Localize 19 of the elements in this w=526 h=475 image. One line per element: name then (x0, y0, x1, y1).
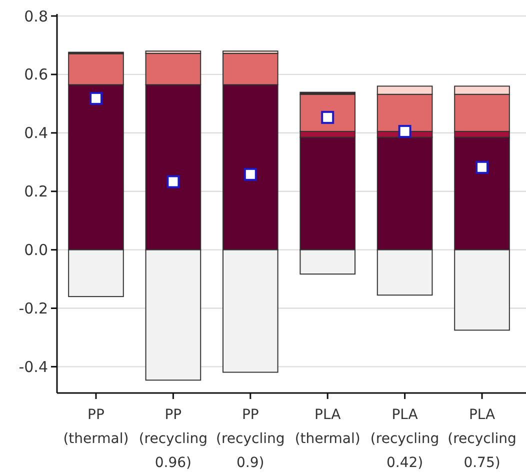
y-tick-label: 0.0 (24, 241, 48, 260)
y-tick-label: 0.8 (24, 7, 48, 26)
y-tick-label: 0.4 (24, 124, 48, 142)
y-tick-label: -0.4 (18, 358, 48, 376)
x-tick-label: PP (thermal) (63, 407, 129, 447)
point (166, 175, 180, 188)
x-tick-label: PP (recycling 0.96) (138, 407, 208, 471)
point (398, 124, 412, 138)
point (89, 92, 102, 105)
x-tick-label: PLA (thermal) (294, 407, 360, 447)
point (476, 160, 489, 174)
point (321, 110, 334, 124)
x-tick-label: PLA (recycling 0.42) (370, 407, 440, 471)
x-tick-label: PP (recycling 0.9) (216, 407, 285, 471)
y-tick-label: 0.2 (24, 182, 48, 201)
point (244, 168, 257, 181)
x-tick-label: PLA (recycling 0.75) (448, 407, 516, 471)
y-tick-label: 0.6 (24, 66, 48, 84)
y-tick-label: -0.2 (18, 300, 48, 318)
